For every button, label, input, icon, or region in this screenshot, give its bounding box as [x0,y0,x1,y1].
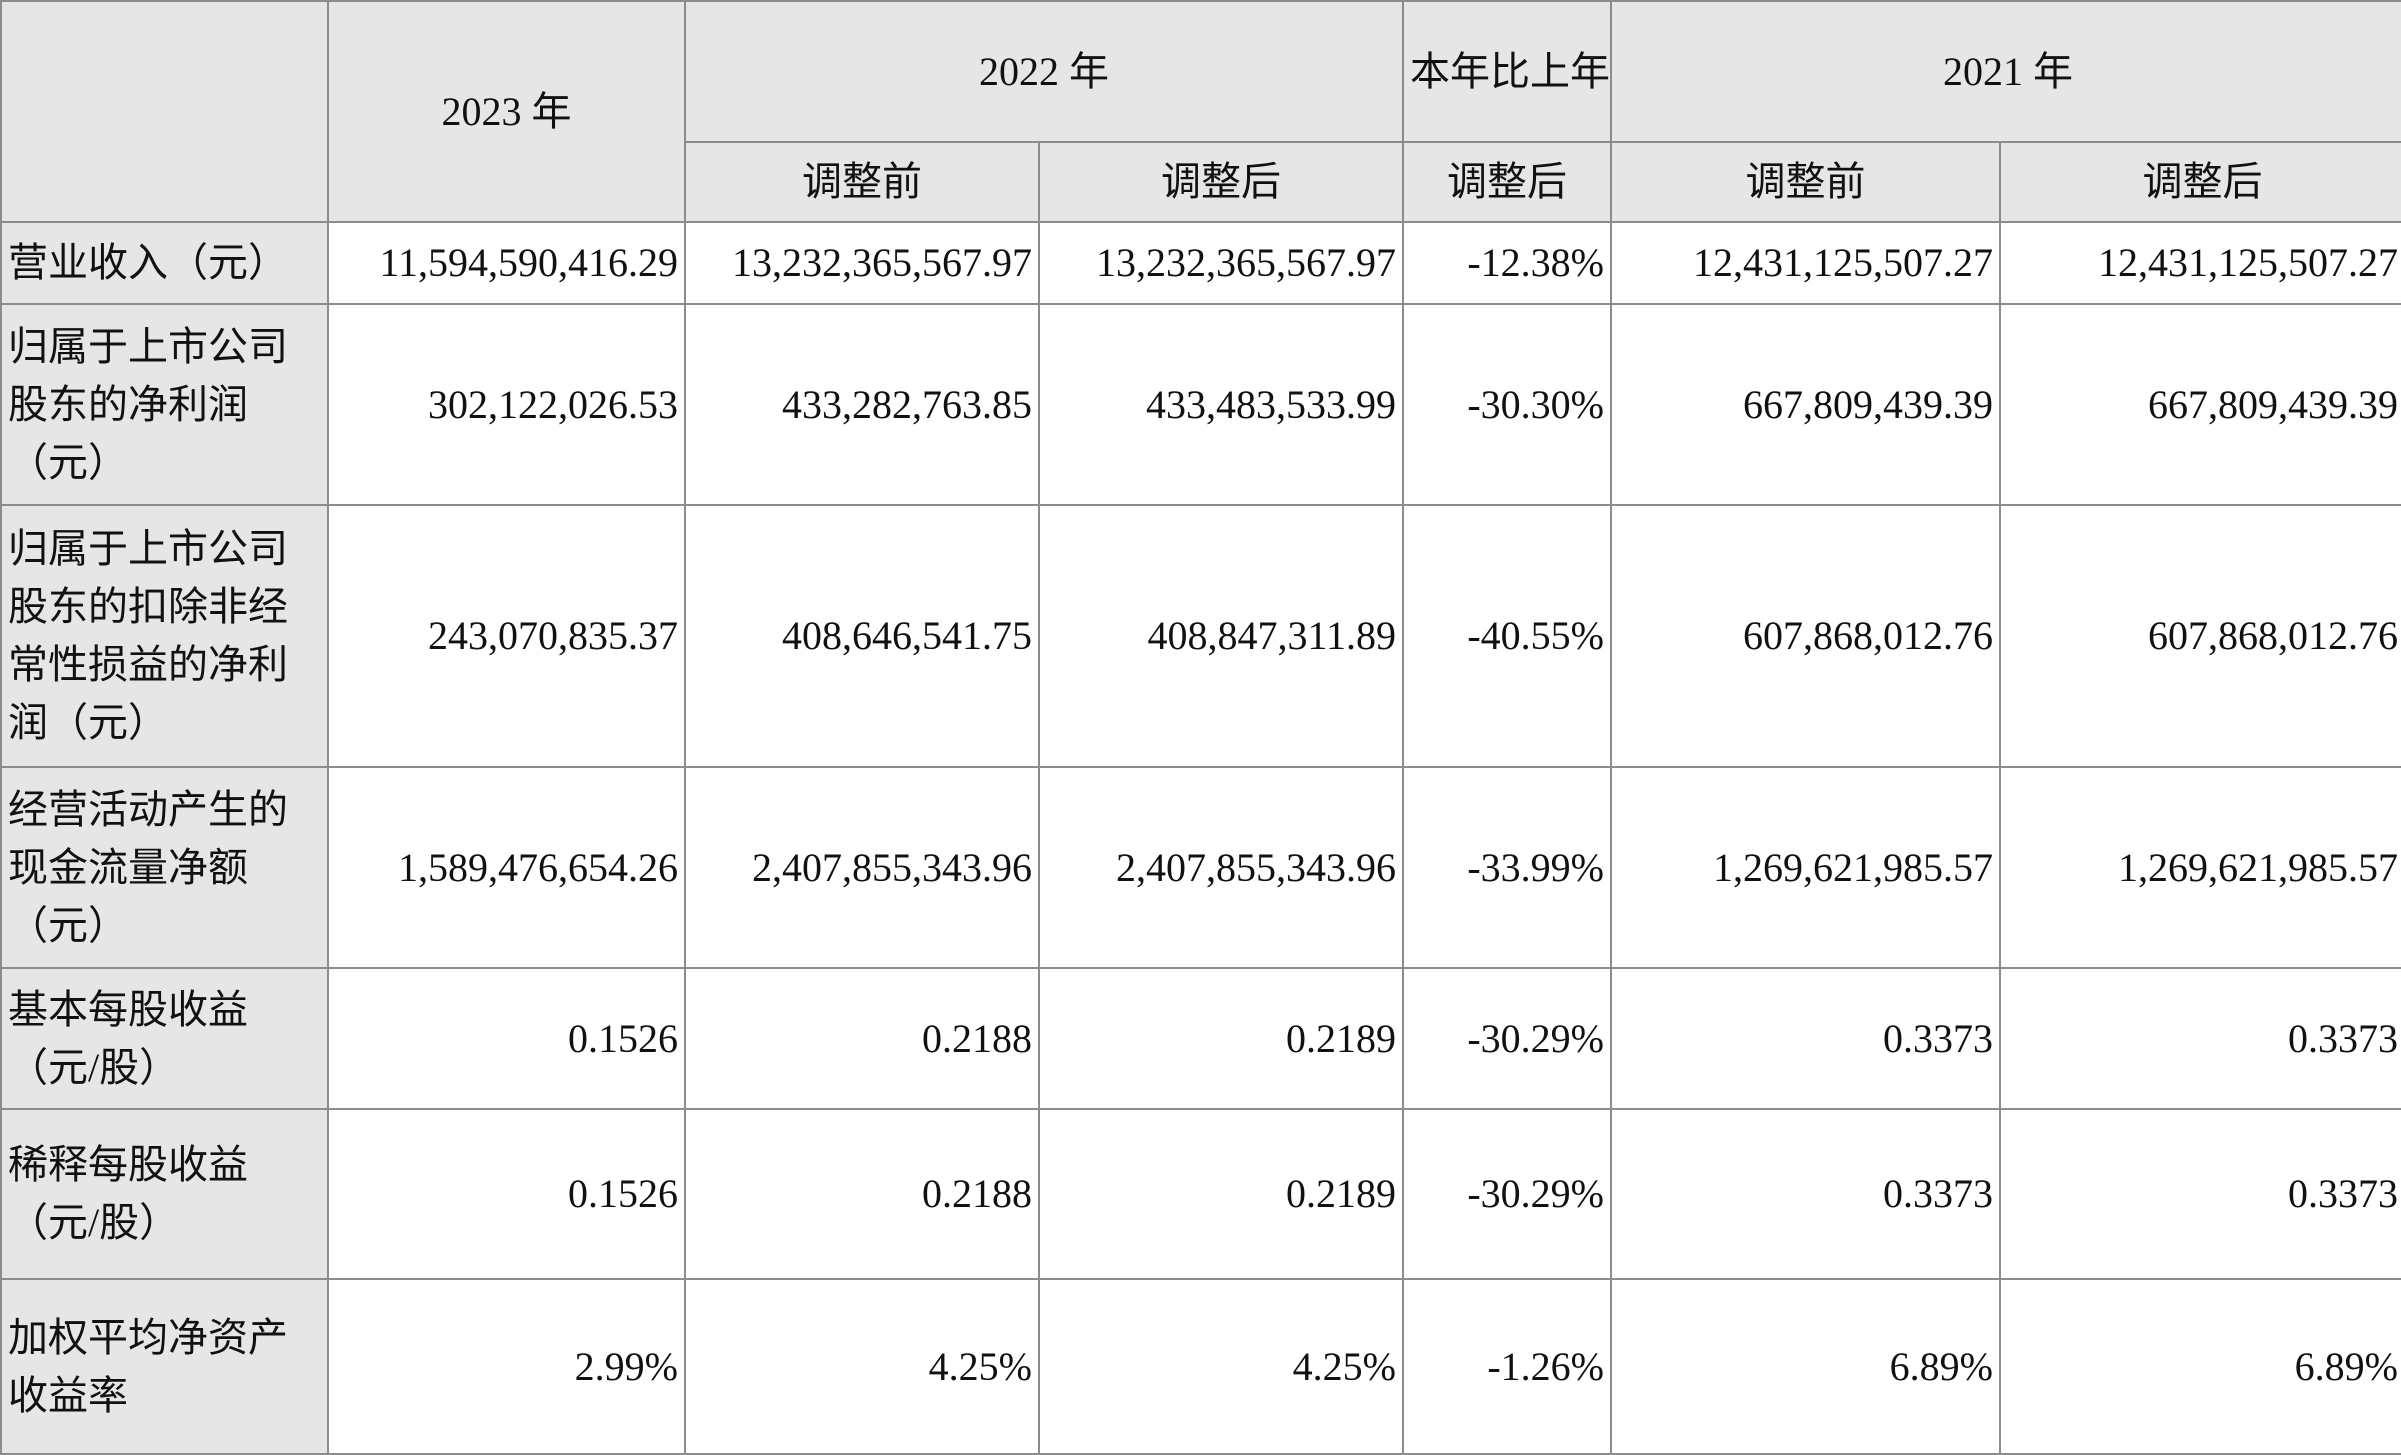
value-2021-before: 12,431,125,507.27 [1610,221,2001,305]
value-2021-before: 0.3373 [1610,1108,2001,1280]
header-change-after: 调整后 [1402,141,1612,223]
table-row: 经营活动产生的现金流量净额（元） 1,589,476,654.26 2,407,… [0,766,2401,969]
table-row: 稀释每股收益（元/股） 0.1526 0.2188 0.2189 -30.29%… [0,1108,2401,1280]
value-2022-after: 0.2189 [1038,967,1404,1110]
value-2023: 0.1526 [327,967,686,1110]
row-label: 归属于上市公司股东的扣除非经常性损益的净利润（元） [0,504,329,768]
header-2022: 2022 年 [684,0,1404,143]
header-2021: 2021 年 [1610,0,2401,143]
value-2021-after: 0.3373 [1999,967,2401,1110]
value-2021-after: 667,809,439.39 [1999,303,2401,506]
value-2022-after: 408,847,311.89 [1038,504,1404,768]
value-2021-after: 12,431,125,507.27 [1999,221,2401,305]
value-2022-before: 0.2188 [684,967,1040,1110]
header-2021-after: 调整后 [1999,141,2401,223]
value-2023: 243,070,835.37 [327,504,686,768]
value-2022-before: 433,282,763.85 [684,303,1040,506]
value-2021-before: 0.3373 [1610,967,2001,1110]
header-2022-before: 调整前 [684,141,1040,223]
value-2021-after: 0.3373 [1999,1108,2401,1280]
value-2021-before: 667,809,439.39 [1610,303,2001,506]
header-change: 本年比上年增减 [1402,0,1612,143]
value-change: -1.26% [1402,1278,1612,1455]
value-2022-after: 2,407,855,343.96 [1038,766,1404,969]
header-2022-after: 调整后 [1038,141,1404,223]
value-2023: 11,594,590,416.29 [327,221,686,305]
value-2023: 1,589,476,654.26 [327,766,686,969]
header-corner [0,0,329,223]
value-2021-before: 607,868,012.76 [1610,504,2001,768]
table-row: 营业收入（元） 11,594,590,416.29 13,232,365,567… [0,221,2401,305]
table-row: 基本每股收益（元/股） 0.1526 0.2188 0.2189 -30.29%… [0,967,2401,1110]
value-change: -30.29% [1402,1108,1612,1280]
row-label: 稀释每股收益（元/股） [0,1108,329,1280]
table-row: 归属于上市公司股东的扣除非经常性损益的净利润（元） 243,070,835.37… [0,504,2401,768]
header-2021-before: 调整前 [1610,141,2001,223]
row-label: 营业收入（元） [0,221,329,305]
value-2022-before: 408,646,541.75 [684,504,1040,768]
value-change: -40.55% [1402,504,1612,768]
header-row-years: 2023 年 2022 年 本年比上年增减 2021 年 [0,0,2401,223]
value-2022-before: 2,407,855,343.96 [684,766,1040,969]
header-row-adjust: 调整前 调整后 调整后 调整前 调整后 [1,141,2401,223]
value-2021-before: 6.89% [1610,1278,2001,1455]
value-2023: 0.1526 [327,1108,686,1280]
value-2022-before: 4.25% [684,1278,1040,1455]
value-change: -33.99% [1402,766,1612,969]
header-2023: 2023 年 [327,0,686,223]
table-row: 归属于上市公司股东的净利润（元） 302,122,026.53 433,282,… [0,303,2401,506]
row-label: 加权平均净资产收益率 [0,1278,329,1455]
value-2022-before: 13,232,365,567.97 [684,221,1040,305]
value-2021-before: 1,269,621,985.57 [1610,766,2001,969]
table-row: 加权平均净资产收益率 2.99% 4.25% 4.25% -1.26% 6.89… [0,1278,2401,1455]
value-change: -30.29% [1402,967,1612,1110]
value-change: -12.38% [1402,221,1612,305]
row-label: 归属于上市公司股东的净利润（元） [0,303,329,506]
row-label: 经营活动产生的现金流量净额（元） [0,766,329,969]
value-2023: 302,122,026.53 [327,303,686,506]
value-2023: 2.99% [327,1278,686,1455]
value-2021-after: 1,269,621,985.57 [1999,766,2401,969]
value-2022-after: 13,232,365,567.97 [1038,221,1404,305]
value-change: -30.30% [1402,303,1612,506]
value-2022-after: 433,483,533.99 [1038,303,1404,506]
value-2022-after: 0.2189 [1038,1108,1404,1280]
value-2022-before: 0.2188 [684,1108,1040,1280]
row-label: 基本每股收益（元/股） [0,967,329,1110]
value-2022-after: 4.25% [1038,1278,1404,1455]
value-2021-after: 607,868,012.76 [1999,504,2401,768]
value-2021-after: 6.89% [1999,1278,2401,1455]
